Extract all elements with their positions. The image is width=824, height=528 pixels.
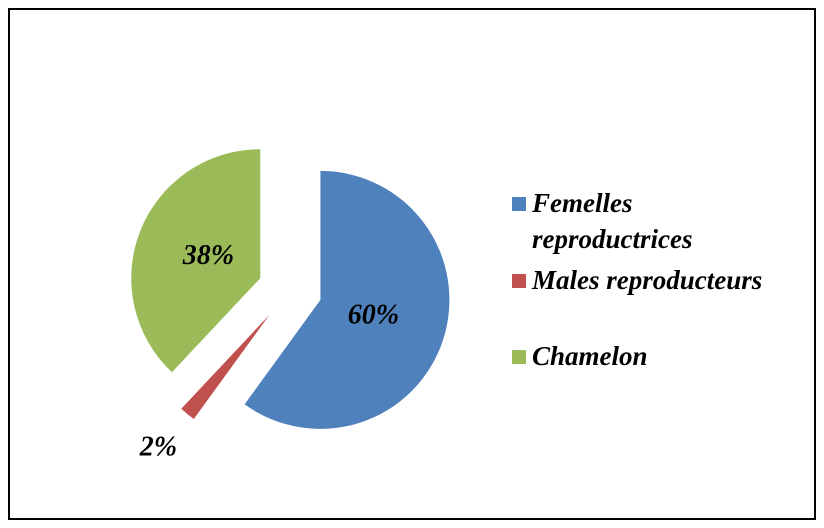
pie-slice <box>244 170 450 429</box>
legend-label: Chamelon <box>532 341 648 371</box>
legend-swatch <box>512 197 526 211</box>
legend-label: Femelles reproductrices <box>532 188 693 254</box>
value-label: 60% <box>348 300 399 331</box>
legend-entry: Males reproducteurs <box>512 262 822 298</box>
legend-entry: Chamelon <box>512 338 648 374</box>
legend-swatch <box>512 350 526 364</box>
value-label: 38% <box>182 240 234 271</box>
legend-label: Males reproducteurs <box>532 265 763 295</box>
legend-swatch <box>512 274 526 288</box>
value-label: 2% <box>139 431 177 462</box>
pie-slice <box>181 314 270 420</box>
legend-entry: Femelles reproductrices <box>512 185 742 257</box>
pie-slice <box>131 149 261 373</box>
